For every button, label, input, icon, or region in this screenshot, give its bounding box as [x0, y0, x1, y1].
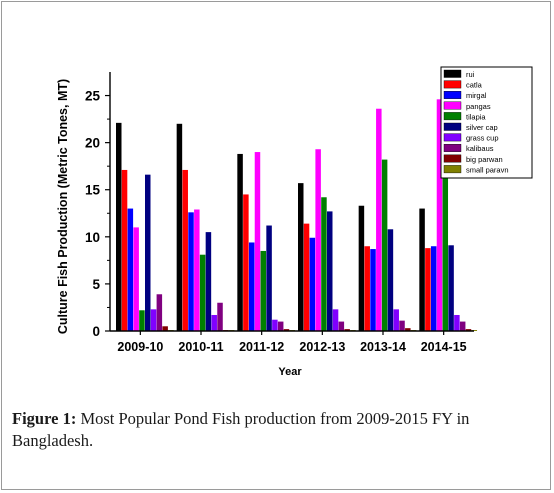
legend-swatch-tilapia	[443, 112, 462, 121]
legend-swatch-small-paravn	[443, 165, 462, 174]
bar-rui-2012-13	[298, 183, 304, 331]
bar-rui-2010-11	[176, 123, 183, 331]
bar-tilapia-2009-10	[139, 310, 145, 331]
bar-silver-cap-2009-10	[145, 174, 151, 331]
bar-catla-2009-10	[121, 169, 128, 331]
legend-label-mirgal: mirgal	[466, 91, 487, 100]
legend-label-catla: catla	[466, 81, 483, 90]
bar-mirgal-2009-10	[127, 208, 134, 331]
bar-pangas-2012-13	[315, 149, 321, 331]
legend-swatch-mirgal	[443, 90, 462, 99]
bar-rui-2013-14	[358, 205, 365, 331]
x-tick-label: 2011-12	[239, 340, 284, 354]
legend-label-small-paravn: small paravn	[466, 165, 509, 174]
legend-swatch-big-parwan	[443, 154, 462, 163]
bar-kalibaus-2009-10	[156, 294, 163, 331]
bar-kalibaus-2012-13	[338, 321, 345, 331]
bar-rui-2011-12	[237, 153, 243, 331]
bar-grass-cup-2009-10	[150, 309, 157, 331]
bar-silver-cap-2013-14	[387, 229, 394, 331]
caption-label: Figure 1:	[12, 409, 77, 428]
bar-grass-cup-2011-12	[272, 319, 278, 331]
bar-catla-2013-14	[364, 246, 370, 331]
y-axis-label: Culture Fish Production (Metric Tones, M…	[56, 79, 70, 334]
y-tick-label: 10	[85, 230, 100, 245]
legend-label-rui: rui	[466, 70, 475, 79]
bar-kalibaus-2011-12	[277, 321, 284, 331]
caption-text: Most Popular Pond Fish production from 2…	[12, 409, 470, 450]
bar-rui-2009-10	[116, 122, 122, 331]
x-tick-label: 2012-13	[299, 340, 345, 354]
x-tick-label: 2014-15	[421, 340, 467, 354]
bar-small-paravn-2014-15	[471, 330, 478, 331]
y-tick-label: 15	[85, 183, 101, 198]
bar-big-parwan-2009-10	[162, 326, 168, 331]
bar-tilapia-2013-14	[381, 159, 388, 331]
bar-catla-2010-11	[182, 169, 188, 331]
legend-label-silver-cap: silver cap	[466, 123, 498, 132]
legend-label-grass-cup: grass cup	[466, 134, 499, 143]
bar-kalibaus-2010-11	[217, 302, 223, 331]
bar-tilapia-2011-12	[260, 250, 267, 331]
y-tick-label: 0	[92, 324, 100, 339]
bar-kalibaus-2014-15	[459, 321, 466, 331]
legend-label-big-parwan: big parwan	[466, 155, 503, 164]
bars-group	[116, 99, 478, 331]
x-axis-label: Year	[278, 366, 302, 378]
legend-swatch-kalibaus	[443, 143, 462, 152]
bar-silver-cap-2014-15	[448, 245, 454, 331]
bar-kalibaus-2013-14	[399, 320, 405, 331]
bar-mirgal-2012-13	[309, 237, 316, 331]
bar-pangas-2010-11	[194, 209, 200, 331]
legend-swatch-rui	[443, 69, 462, 78]
bar-chart: 0 5 10 15 20 25 2009-10 2010-11 2011-12 2012-13 20…	[56, 66, 533, 378]
bar-silver-cap-2011-12	[266, 225, 272, 331]
bar-big-parwan-2011-12	[283, 329, 290, 331]
bar-grass-cup-2013-14	[393, 309, 399, 331]
legend-swatch-grass-cup	[443, 133, 462, 142]
bar-silver-cap-2010-11	[205, 232, 212, 331]
legend-label-pangas: pangas	[466, 102, 491, 111]
bar-mirgal-2011-12	[248, 242, 255, 331]
y-tick-label: 20	[85, 136, 100, 151]
bar-grass-cup-2012-13	[332, 309, 339, 331]
axes-group: 0 5 10 15 20 25 2009-10 2010-11 2011-12 2012-13 20…	[85, 72, 474, 354]
x-tick-label: 2013-14	[360, 340, 406, 354]
bar-silver-cap-2012-13	[327, 211, 333, 331]
legend-label-tilapia: tilapia	[466, 112, 486, 121]
legend-swatch-pangas	[443, 101, 462, 110]
bar-big-parwan-2014-15	[465, 329, 472, 331]
bar-catla-2012-13	[303, 223, 310, 331]
bar-mirgal-2013-14	[370, 249, 376, 331]
y-tick-label: 5	[92, 277, 100, 292]
bar-pangas-2013-14	[376, 108, 382, 331]
x-tick-label: 2010-11	[178, 340, 223, 354]
bar-tilapia-2014-15	[442, 154, 449, 331]
bar-grass-cup-2010-11	[211, 314, 217, 331]
bar-rui-2014-15	[419, 208, 425, 331]
bar-mirgal-2010-11	[188, 212, 194, 331]
figure-caption: Figure 1: Most Popular Pond Fish product…	[12, 408, 548, 452]
y-tick-label: 25	[85, 89, 101, 104]
legend-swatch-silver-cap	[443, 122, 462, 131]
bar-big-parwan-2012-13	[344, 329, 350, 331]
x-tick-label: 2009-10	[117, 340, 163, 354]
bar-catla-2011-12	[243, 194, 249, 331]
bar-pangas-2014-15	[436, 99, 443, 331]
bar-big-parwan-2013-14	[405, 328, 411, 331]
legend-swatch-catla	[443, 80, 462, 89]
bar-catla-2014-15	[425, 248, 431, 331]
bar-tilapia-2012-13	[321, 197, 327, 331]
bar-pangas-2011-12	[254, 152, 261, 331]
bar-pangas-2009-10	[133, 227, 139, 331]
bar-mirgal-2014-15	[430, 246, 437, 331]
legend-label-kalibaus: kalibaus	[466, 144, 494, 153]
bar-grass-cup-2014-15	[454, 314, 460, 331]
bar-tilapia-2010-11	[199, 254, 206, 331]
